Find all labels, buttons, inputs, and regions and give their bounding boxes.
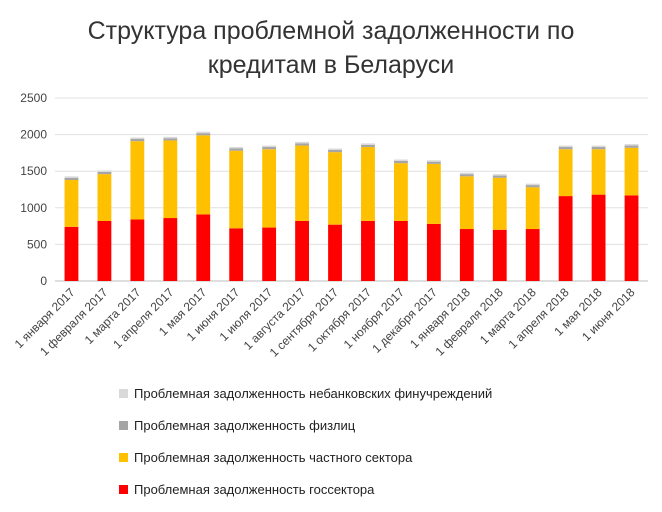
bar-segment-series-3 (624, 145, 639, 148)
bar-segment-series-3 (64, 177, 79, 180)
bar-segment-series-3 (328, 149, 342, 153)
bar-segment-series-1 (328, 224, 342, 281)
bar-segment-series-4 (525, 183, 540, 186)
bar-segment-series-4 (328, 148, 342, 150)
bar-segment-series-3 (262, 147, 277, 150)
chart-title-line-2: кредитам в Беларуси (207, 51, 455, 79)
bar-segment-series-1 (426, 223, 441, 281)
bar-segment-series-1 (130, 219, 145, 281)
bar-segment-series-4 (163, 136, 178, 139)
legend-label: Проблемная задолженность госсектора (134, 481, 375, 497)
bar-segment-series-2 (64, 179, 79, 227)
legend-label: Проблемная задолженность небанковских фи… (134, 385, 493, 401)
bar-segment-series-1 (459, 229, 474, 281)
chart-legend: Проблемная задолженность небанковских фи… (119, 384, 492, 512)
bar-segment-series-2 (525, 187, 540, 230)
y-tick-label: 1000 (20, 201, 47, 215)
bar-segment-series-3 (163, 138, 178, 141)
bar-segment-series-4 (130, 137, 145, 139)
bar-segment-series-2 (163, 140, 178, 219)
bar-segment-series-1 (229, 228, 244, 281)
bar-segment-series-4 (459, 172, 474, 175)
legend-label: Проблемная задолженность частного сектор… (134, 449, 413, 465)
bar-segment-series-3 (295, 143, 310, 146)
bar-segment-series-1 (591, 194, 606, 281)
bar-segment-series-2 (262, 149, 277, 228)
bar-segment-series-2 (591, 149, 606, 195)
legend-item: Проблемная задолженность небанковских фи… (119, 384, 492, 402)
bar-segment-series-4 (426, 160, 441, 162)
y-tick-label: 2000 (20, 128, 47, 142)
bar-segment-series-3 (130, 138, 145, 142)
bar-segment-series-1 (361, 220, 375, 281)
bar-segment-series-4 (97, 170, 112, 172)
bar-segment-series-4 (393, 159, 408, 161)
legend-swatch (119, 388, 128, 398)
bar-segment-series-1 (492, 229, 507, 281)
bar-segment-series-3 (558, 147, 573, 150)
bar-segment-series-3 (492, 175, 507, 178)
bar-segment-series-2 (492, 177, 507, 230)
bar-segment-series-3 (393, 160, 408, 164)
bar-segment-series-3 (459, 174, 474, 177)
bar-segment-series-2 (229, 150, 244, 229)
bar-segment-series-2 (558, 149, 573, 197)
bar-segment-series-3 (97, 171, 112, 175)
bar-segment-series-4 (558, 145, 573, 148)
legend-swatch (119, 452, 128, 462)
bar-segment-series-2 (295, 145, 310, 221)
bar-segment-series-3 (525, 185, 540, 188)
bar-segment-series-1 (393, 220, 408, 281)
bar-segment-series-2 (393, 163, 408, 221)
bar-segment-series-3 (196, 133, 211, 136)
bar-segment-series-1 (64, 226, 79, 281)
bar-segment-series-4 (229, 147, 244, 149)
bar-segment-series-1 (97, 220, 112, 281)
y-tick-label: 0 (40, 274, 47, 288)
bar-segment-series-2 (97, 174, 112, 221)
bar-segment-series-1 (262, 227, 277, 281)
bar-segment-series-1 (196, 214, 211, 281)
bar-segment-series-2 (361, 147, 375, 221)
legend-swatch (119, 484, 128, 494)
legend-item: Проблемная задолженность частного сектор… (119, 448, 492, 466)
bar-segment-series-3 (426, 161, 441, 164)
legend-label: Проблемная задолженность физлиц (134, 417, 356, 433)
bar-segment-series-3 (361, 144, 375, 148)
bar-segment-series-2 (459, 176, 474, 230)
bar-segment-series-3 (229, 148, 244, 151)
bar-segment-series-2 (624, 147, 639, 196)
bar-segment-series-1 (163, 218, 178, 281)
bar-segment-series-2 (426, 163, 441, 224)
y-tick-label: 2500 (20, 91, 47, 105)
bar-segment-series-1 (624, 195, 639, 281)
bar-segment-series-4 (64, 176, 79, 178)
bar-segment-series-2 (196, 135, 211, 215)
bar-segment-series-4 (624, 144, 639, 146)
bar-segment-series-1 (525, 229, 540, 281)
bar-segment-series-2 (328, 152, 342, 225)
bar-segment-series-1 (295, 220, 310, 281)
chart-title-line-1: Структура проблемной задолженности по (87, 17, 575, 45)
y-tick-label: 500 (27, 237, 47, 251)
bar-segment-series-4 (262, 145, 277, 148)
bar-segment-series-4 (361, 143, 375, 145)
bar-segment-series-3 (591, 147, 606, 150)
bar-segment-series-4 (492, 174, 507, 176)
bar-segment-series-2 (130, 141, 145, 220)
bar-segment-series-4 (295, 141, 310, 144)
legend-item: Проблемная задолженность госсектора (119, 480, 492, 498)
bar-segment-series-1 (558, 196, 573, 281)
legend-swatch (119, 420, 128, 430)
bar-segment-series-4 (591, 145, 606, 148)
chart-title: Структура проблемной задолженности по кре… (0, 14, 662, 82)
y-tick-label: 1500 (20, 164, 47, 178)
legend-item: Проблемная задолженность физлиц (119, 416, 492, 434)
bar-segment-series-4 (196, 131, 211, 134)
